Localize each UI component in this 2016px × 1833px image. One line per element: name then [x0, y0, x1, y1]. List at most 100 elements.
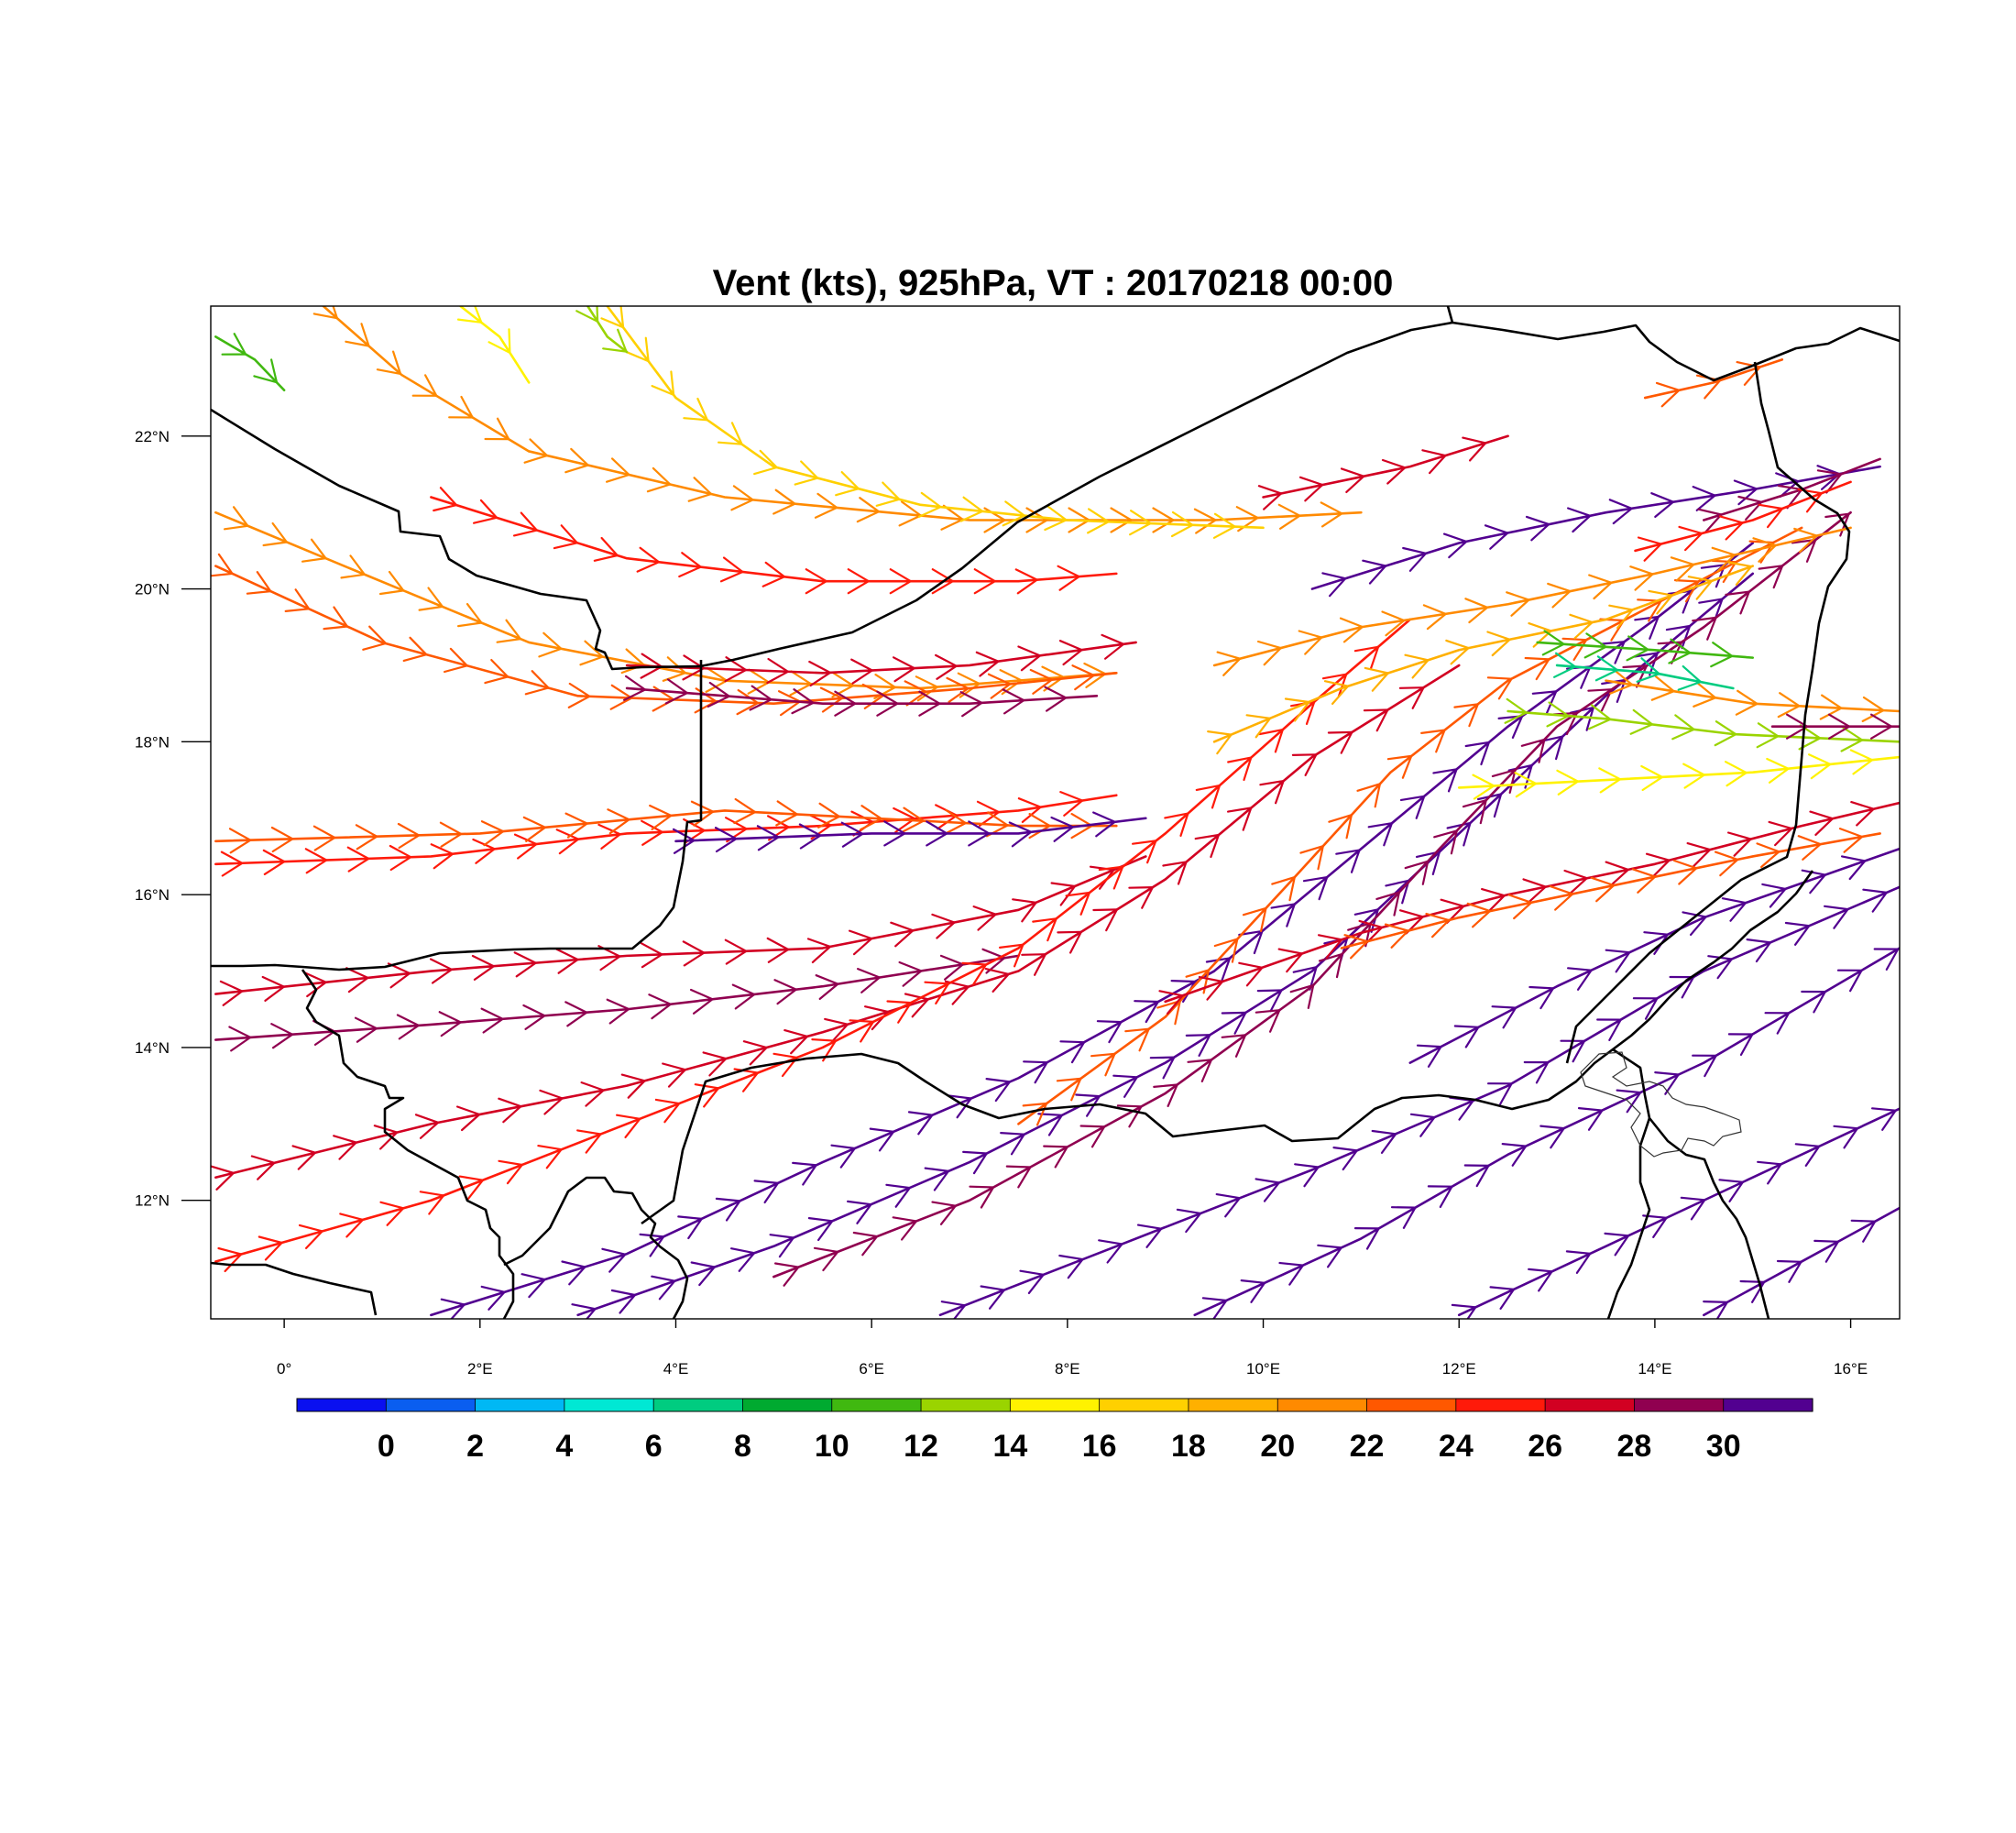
- wind-barb: [1719, 515, 1744, 541]
- wind-barb: [1198, 976, 1224, 1001]
- wind-barb: [1553, 652, 1577, 678]
- wind-barb: [1416, 1044, 1442, 1068]
- wind-barb: [651, 370, 675, 396]
- streamline-path: [1164, 801, 1900, 1004]
- wind-barb: [1420, 729, 1446, 753]
- wind-barb: [1256, 989, 1283, 1013]
- streamline-path: [1605, 679, 1900, 713]
- wind-barb: [890, 921, 915, 948]
- wind-barb: [924, 1167, 950, 1191]
- wind-barb: [1642, 1214, 1668, 1238]
- wind-barb: [1798, 724, 1822, 751]
- streamline: [1504, 697, 1900, 752]
- wind-barb: [662, 656, 686, 682]
- wind-barb: [1221, 1034, 1247, 1058]
- streamline-path: [625, 641, 1137, 675]
- wind-barb: [1242, 906, 1267, 932]
- wind-barb: [1643, 931, 1669, 955]
- wind-barb: [303, 971, 327, 998]
- wind-barb: [985, 1078, 1011, 1103]
- colorbar-label: 0: [378, 1429, 395, 1464]
- streamline-path: [322, 306, 1363, 521]
- wind-barb: [813, 1246, 839, 1272]
- wind-barb: [312, 825, 336, 851]
- wind-barb: [1185, 1034, 1211, 1057]
- wind-barb: [1838, 828, 1864, 853]
- wind-barb: [918, 690, 941, 717]
- wind-barb: [1433, 829, 1458, 855]
- wind-barb: [639, 1233, 665, 1257]
- wind-barb: [1327, 730, 1353, 754]
- wind-barb: [1587, 688, 1613, 712]
- wind-barb: [1861, 696, 1885, 722]
- wind-barb: [270, 826, 294, 853]
- wind-barb: [1257, 640, 1282, 666]
- wind-barb: [714, 827, 738, 853]
- wind-barb: [620, 1073, 646, 1099]
- lake-chad-outline: [1580, 1051, 1742, 1158]
- wind-barb: [1299, 845, 1324, 871]
- wind-barb: [1764, 1012, 1791, 1035]
- wind-barb: [1631, 868, 1657, 894]
- wind-barb: [1541, 630, 1565, 656]
- colorbar-label: 8: [734, 1429, 751, 1464]
- colorbar-swatch: [831, 1399, 922, 1411]
- colorbar-swatch: [297, 1399, 387, 1411]
- wind-barb: [1756, 722, 1780, 749]
- wind-barb: [1012, 898, 1037, 923]
- streamline: [214, 333, 286, 392]
- streamline: [1634, 480, 1852, 562]
- colorbar-swatch: [1723, 1399, 1813, 1411]
- wind-barb: [808, 660, 831, 687]
- wind-barb: [1629, 565, 1654, 591]
- wind-barb: [1216, 651, 1242, 676]
- wind-barb: [1090, 1052, 1116, 1077]
- streamline-path: [1457, 755, 1900, 789]
- wind-barb: [1402, 546, 1428, 572]
- wind-barb: [972, 906, 997, 931]
- wind-barb: [999, 943, 1024, 968]
- wind-barb: [1718, 1179, 1744, 1202]
- wind-barb: [889, 568, 912, 595]
- wind-barb: [623, 675, 647, 701]
- wind-barb: [731, 983, 756, 1010]
- wind-barb: [1462, 799, 1487, 825]
- streamline: [214, 797, 1118, 854]
- wind-barb: [1605, 861, 1629, 887]
- wind-barb: [1425, 912, 1451, 938]
- wind-barb: [1746, 938, 1771, 963]
- wind-barb: [355, 824, 378, 851]
- wind-barb: [1079, 1125, 1106, 1148]
- wind-barb: [1399, 795, 1426, 819]
- streamline: [600, 306, 1265, 539]
- wind-barb: [1671, 714, 1695, 741]
- wind-barb: [649, 804, 673, 830]
- wind-barb: [931, 568, 954, 595]
- wind-barb: [1364, 666, 1389, 692]
- wind-barb: [1335, 849, 1361, 873]
- x-tick-label: 12°E: [1442, 1360, 1476, 1377]
- wind-barb: [1245, 714, 1272, 739]
- wind-barb: [1022, 1102, 1048, 1126]
- wind-barb: [774, 1262, 800, 1287]
- wind-barb: [625, 336, 650, 363]
- wind-barb: [683, 397, 708, 422]
- wind-barb: [641, 819, 663, 846]
- wind-barb: [333, 1135, 357, 1160]
- wind-barb: [1501, 1143, 1528, 1167]
- streamline: [430, 487, 1118, 595]
- wind-barb: [1725, 590, 1750, 615]
- colorbar-label: 14: [992, 1429, 1027, 1464]
- wind-barb: [1528, 1268, 1553, 1292]
- wind-barb: [456, 306, 483, 324]
- wind-barb: [730, 485, 754, 511]
- y-tick-label: 14°N: [135, 1039, 170, 1057]
- wind-barb: [1298, 476, 1324, 502]
- wind-barb: [593, 536, 619, 562]
- wind-barb: [662, 1062, 686, 1088]
- wind-barb: [246, 571, 272, 595]
- wind-barb: [1850, 1219, 1877, 1243]
- colorbar-swatch: [1010, 1399, 1101, 1411]
- colorbar-label: 16: [1082, 1429, 1117, 1464]
- wind-barb: [835, 471, 860, 497]
